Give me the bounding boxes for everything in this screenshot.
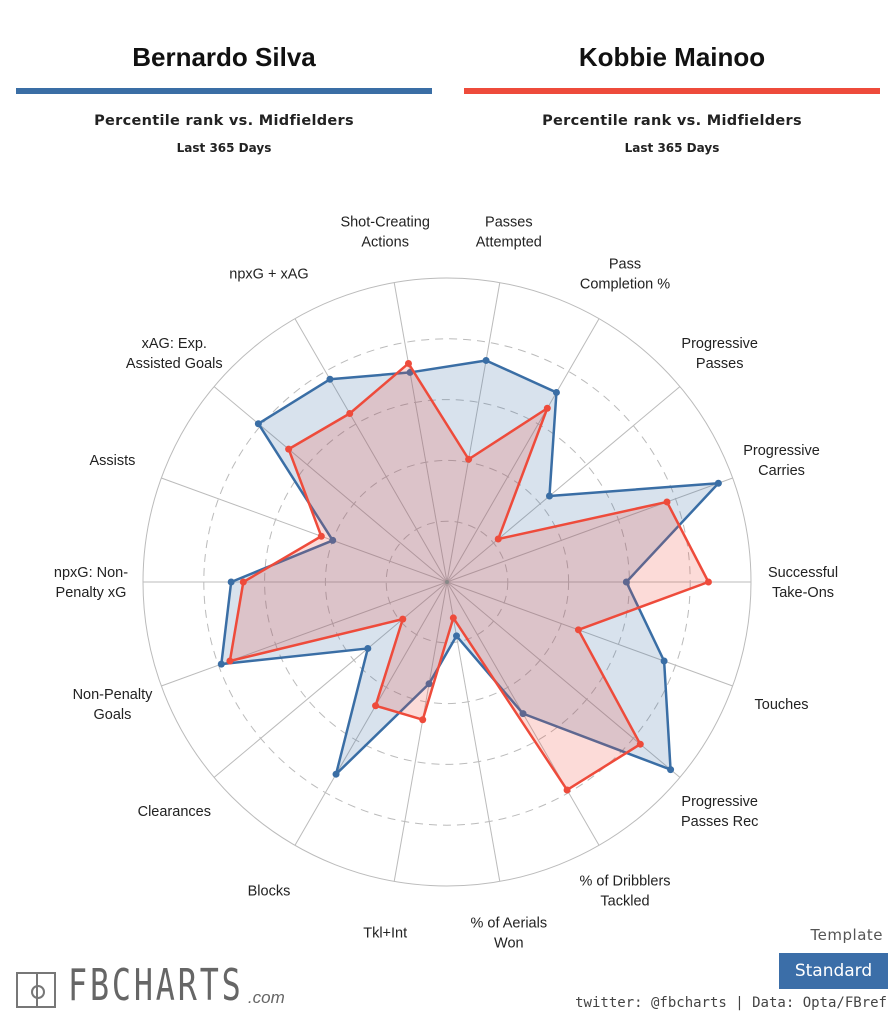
data-point [372, 702, 380, 710]
data-point [425, 680, 433, 688]
data-point [482, 356, 490, 364]
data-point [227, 578, 235, 586]
template-label: Template [810, 926, 883, 944]
axis-label: Pass Completion % [580, 257, 670, 293]
axis-spoke [294, 581, 448, 846]
data-point [332, 770, 340, 778]
axis-label: Non-Penalty Goals [73, 687, 154, 723]
data-point [346, 410, 354, 418]
data-point [254, 420, 262, 428]
data-point [419, 716, 427, 724]
player2-name: Kobbie Mainoo [578, 42, 766, 72]
player1-color-bar [16, 88, 432, 94]
axis-spoke [393, 581, 448, 882]
data-point [519, 710, 527, 718]
axis-spoke [161, 581, 448, 687]
data-point [543, 404, 551, 412]
data-point [326, 375, 334, 383]
axis-label: npxG: Non-Penalty xG [54, 565, 128, 601]
axis-spoke [446, 386, 681, 583]
data-point [704, 578, 712, 586]
player2-period: Last 365 Days [624, 141, 720, 155]
data-point [465, 455, 473, 463]
data-point [449, 614, 457, 622]
logo-suffix: .com [247, 988, 285, 1007]
data-point [563, 786, 571, 794]
data-point [329, 536, 337, 544]
data-point [404, 359, 412, 367]
axis-spoke [446, 477, 733, 583]
data-point [217, 660, 225, 668]
axis-spoke [161, 477, 448, 583]
axis-spoke [213, 581, 448, 778]
axis-spoke [294, 318, 448, 583]
player2-color-bar [464, 88, 880, 94]
axis-label: Progressive Carries [743, 443, 820, 479]
center-dot [445, 580, 449, 584]
axis-label: Clearances [138, 804, 211, 820]
axis-label: Assists [90, 453, 136, 469]
data-point [453, 632, 461, 640]
data-point [552, 388, 560, 396]
axis-label: Successful Take-Ons [768, 565, 838, 601]
axis-spoke [446, 282, 501, 583]
axis-label: Touches [755, 697, 809, 713]
axis-label: Progressive Passes [681, 336, 758, 372]
player1-period: Last 365 Days [176, 141, 272, 155]
axis-label: xAG: Exp. Assisted Goals [126, 336, 223, 372]
axis-label: Progressive Passes Rec [681, 794, 758, 830]
credit-text: twitter: @fbcharts | Data: Opta/FBref [575, 995, 887, 1011]
data-point [364, 644, 372, 652]
player1-subtitle: Percentile rank vs. Midfielders [94, 113, 354, 129]
axis-label: % of Aerials Won [471, 916, 548, 952]
data-point [663, 498, 671, 506]
data-point [317, 532, 325, 540]
data-point [239, 578, 247, 586]
data-point [714, 479, 722, 487]
data-point [399, 615, 407, 623]
axis-spoke [446, 581, 501, 882]
template-button[interactable]: Standard [779, 953, 888, 989]
axis-label: Blocks [248, 883, 291, 899]
player1-name: Bernardo Silva [132, 42, 316, 72]
data-point [667, 766, 675, 774]
fbcharts-logo: FBCHARTS .com [16, 960, 285, 1011]
data-point [660, 657, 668, 665]
axis-spoke [446, 581, 733, 687]
data-point [545, 492, 553, 500]
logo-text: FBCHARTS [68, 960, 244, 1011]
pitch-icon [16, 972, 56, 1008]
data-point [574, 626, 582, 634]
axis-spoke [393, 282, 448, 583]
axis-spoke [213, 386, 448, 583]
data-point [636, 740, 644, 748]
data-point [494, 535, 502, 543]
axis-label: Tkl+Int [363, 926, 407, 942]
axis-label: Passes Attempted [476, 214, 542, 250]
axis-label: % of Dribblers Tackled [579, 873, 670, 909]
axis-label: npxG + xAG [229, 267, 308, 283]
player2-subtitle: Percentile rank vs. Midfielders [542, 113, 802, 129]
axis-label: Shot-Creating Actions [340, 214, 429, 250]
data-point [226, 657, 234, 665]
data-point [622, 578, 630, 586]
data-point [285, 445, 293, 453]
axis-spoke [446, 318, 600, 583]
